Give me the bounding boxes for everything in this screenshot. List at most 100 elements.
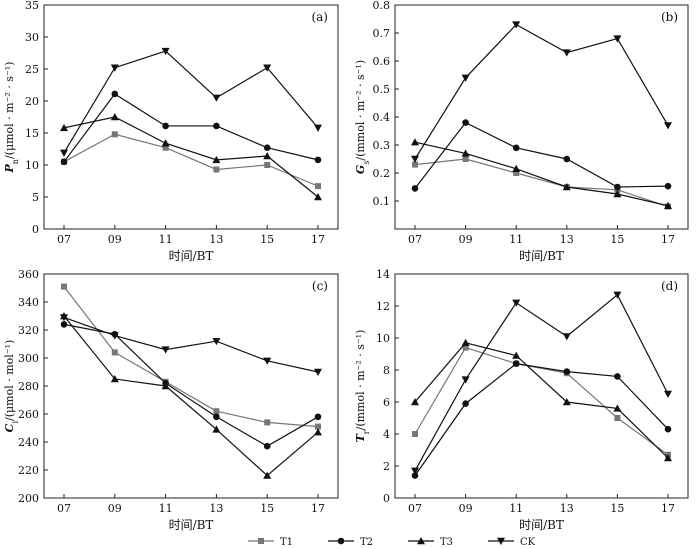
x-tick-label: 07 <box>408 233 422 246</box>
y-axis-label: Ci/(μmol · mol⁻¹) <box>3 340 20 433</box>
data-point <box>264 162 271 168</box>
data-point <box>512 144 520 152</box>
data-point <box>411 155 419 163</box>
data-point <box>263 357 272 365</box>
y-tick-label: 220 <box>18 464 39 477</box>
series-t3 <box>60 312 322 479</box>
chart-panel-1: 0 5 10 15 20 25 30 35 07 09 11 13 15 17 时间/BT Pn/(μmol … <box>3 0 339 263</box>
x-tick-label: 15 <box>610 233 624 246</box>
data-point <box>412 161 418 168</box>
x-axis-label: 时间/BT <box>169 518 214 532</box>
data-point <box>161 139 170 147</box>
data-point <box>664 390 672 398</box>
y-tick-label: 0.1 <box>373 195 391 208</box>
series-line-ck <box>63 50 319 154</box>
data-point <box>664 122 672 130</box>
x-tick-label: 13 <box>209 502 223 515</box>
y-axis-label-subscript: r <box>362 430 371 434</box>
legend-item-ck: CK <box>488 537 536 548</box>
series-ck <box>411 291 672 475</box>
series-t2 <box>60 90 322 166</box>
series-t2 <box>60 321 322 450</box>
y-tick-label: 240 <box>18 436 39 449</box>
data-point <box>411 398 419 406</box>
y-tick-label: 0 <box>32 223 39 236</box>
chart-panel-2: 0.1 0.2 0.3 0.4 0.5 0.6 0.7 0.8 07 09 11 13 15 17 时间/B… <box>354 0 689 263</box>
y-axis-label-symbol: P <box>3 163 16 173</box>
y-axis-label-unit: /(μmol · m⁻² · s⁻¹) <box>3 62 16 160</box>
legend-label: T2 <box>360 537 373 548</box>
data-point <box>613 291 622 299</box>
chart-panel-3: 200 220 240 260 280 300 320 340 360 07 09 11 13 15 17 时… <box>3 268 339 532</box>
x-tick-label: 17 <box>311 502 325 515</box>
y-tick-label: 5 <box>32 191 39 204</box>
panel-label: (b) <box>661 10 678 24</box>
series-line-ck <box>63 316 319 373</box>
data-point <box>664 201 672 209</box>
y-tick-label: 30 <box>25 31 39 44</box>
x-axis-label: 时间/BT <box>519 249 564 263</box>
legend-item-t1: T1 <box>248 537 293 548</box>
y-tick-label: 200 <box>18 492 39 505</box>
data-point <box>111 90 119 98</box>
y-tick-label: 300 <box>18 352 39 365</box>
data-point <box>315 183 321 190</box>
series-t3 <box>411 138 672 209</box>
x-tick-label: 15 <box>260 502 274 515</box>
series-t3 <box>60 113 322 201</box>
x-tick-label: 17 <box>661 233 675 246</box>
data-point <box>462 119 469 126</box>
y-tick-label: 0.4 <box>373 111 391 124</box>
x-tick-label: 11 <box>159 233 173 246</box>
data-point <box>111 131 118 138</box>
legend-item-t3: T3 <box>408 537 453 548</box>
data-point <box>314 413 322 421</box>
data-point <box>411 472 419 479</box>
legend-label: T3 <box>440 537 453 548</box>
data-point <box>162 122 169 130</box>
data-point <box>512 21 521 29</box>
x-tick-label: 11 <box>509 233 523 246</box>
series-line-t3 <box>63 116 319 198</box>
data-point <box>161 346 170 354</box>
data-point <box>613 35 622 43</box>
plot-frame <box>43 4 339 230</box>
series-line-t3 <box>414 342 669 459</box>
y-tick-label: 340 <box>18 296 39 309</box>
y-tick-label: 2 <box>383 460 390 473</box>
x-tick-label: 09 <box>459 233 473 246</box>
series-line-t1 <box>414 346 669 456</box>
data-point <box>60 123 68 132</box>
data-point <box>513 170 520 176</box>
y-axis-label-unit: /(mmol · m⁻² · s⁻¹) <box>354 60 367 161</box>
data-point <box>213 408 220 415</box>
data-point <box>263 442 271 450</box>
y-axis-label: Pn/(μmol · m⁻² · s⁻¹) <box>3 62 20 174</box>
data-point <box>263 471 272 479</box>
data-point <box>213 413 220 421</box>
data-point <box>411 467 419 475</box>
y-tick-label: 10 <box>25 159 39 172</box>
data-point <box>562 333 571 341</box>
x-tick-label: 07 <box>57 233 71 246</box>
data-point <box>60 158 68 166</box>
x-tick-label: 13 <box>560 502 574 515</box>
panel-label: (c) <box>312 279 328 293</box>
y-axis-label-unit: /(mmol · m⁻² · s⁻¹) <box>354 330 367 431</box>
series-line-t1 <box>414 158 669 208</box>
series-t1 <box>412 344 671 458</box>
series-ck <box>60 47 322 157</box>
x-tick-label: 09 <box>108 233 122 246</box>
legend-marker <box>497 537 505 545</box>
y-axis-label-symbol: G <box>354 165 367 174</box>
y-tick-label: 280 <box>18 380 39 393</box>
data-point <box>562 49 571 57</box>
data-point <box>60 321 68 328</box>
data-point <box>613 190 622 198</box>
data-point <box>263 152 272 160</box>
chart-panel-4: 0 2 4 6 8 10 12 14 07 09 11 13 15 17 时间/BT Tr/(mmol · m… <box>354 268 689 532</box>
data-point <box>161 47 170 56</box>
y-tick-label: 260 <box>18 408 39 421</box>
legend: T1 T2 T3 CK <box>248 537 536 548</box>
x-tick-label: 13 <box>560 233 574 246</box>
